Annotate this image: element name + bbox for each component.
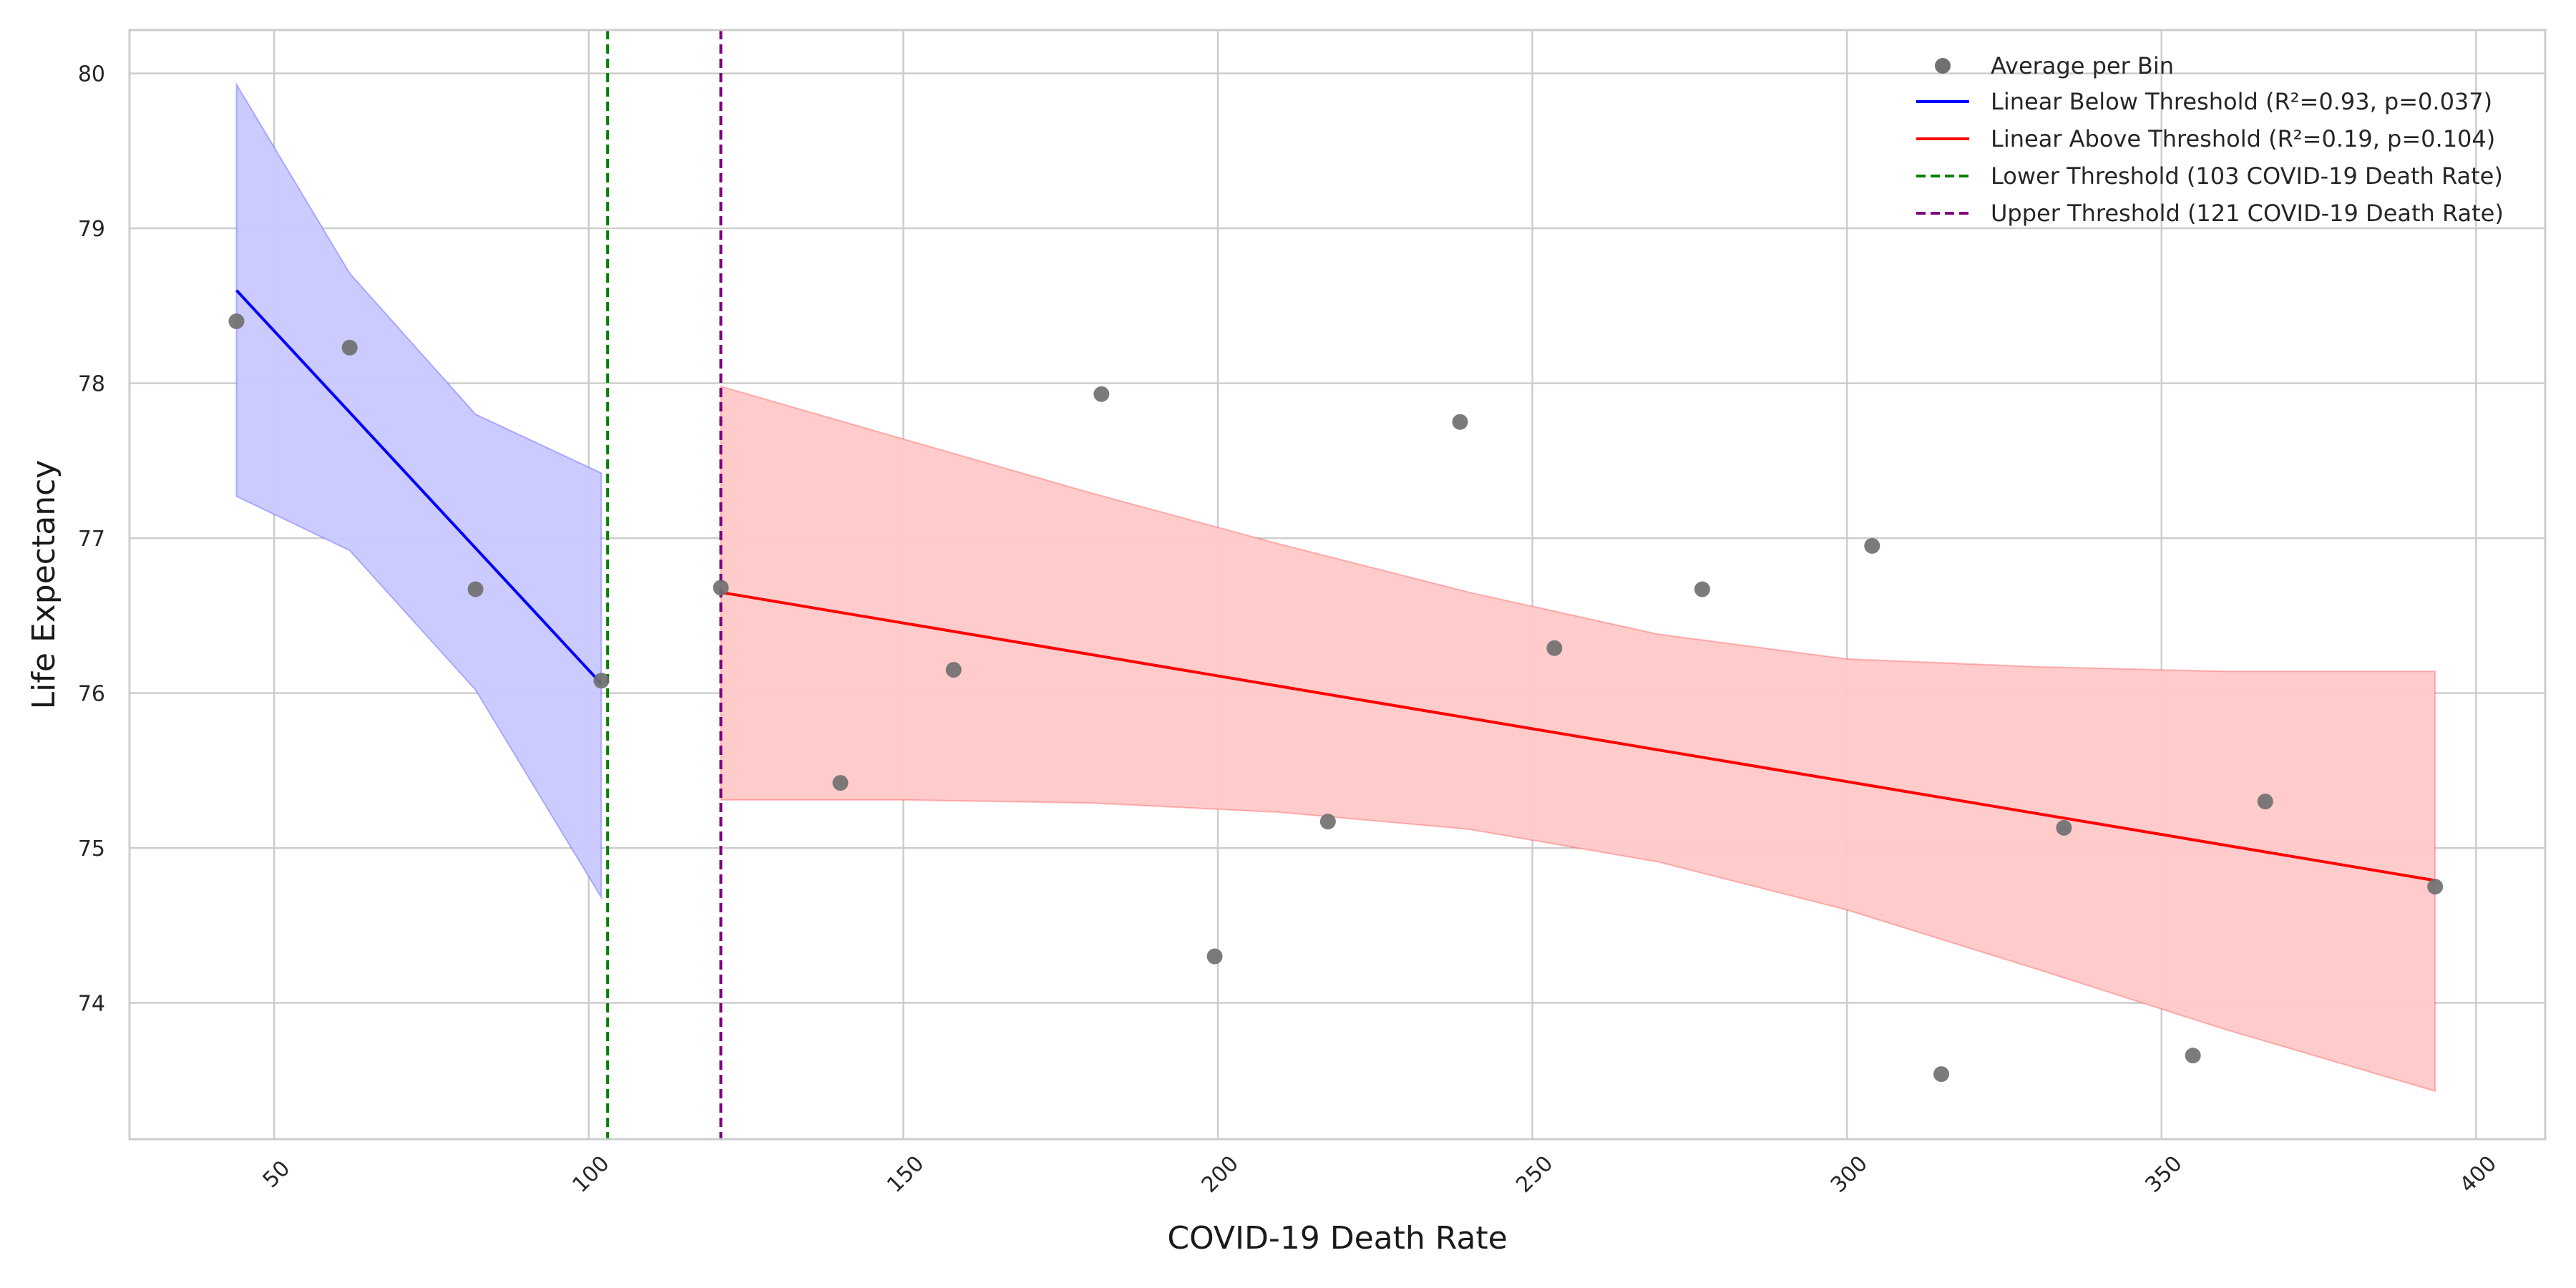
x-tick-label-350: 350: [2140, 1151, 2187, 1198]
y-axis-ticks: 74 75 76 77 78 79 80: [78, 62, 105, 1017]
scatter-points: [228, 313, 2444, 1083]
data-point: [2056, 819, 2072, 836]
y-tick-label-76: 76: [78, 682, 105, 707]
data-point: [2257, 794, 2273, 810]
y-axis-title: Life Expectancy: [26, 460, 62, 710]
x-axis-ticks: 50 100 150 200 250 300 350 400: [258, 1151, 2502, 1198]
data-point: [1933, 1066, 1949, 1083]
plot-frame: [128, 29, 2547, 1141]
legend: Average per Bin Linear Below Threshold (…: [1916, 52, 2504, 227]
y-tick-label-80: 80: [78, 62, 105, 87]
regression-line-below: [235, 289, 602, 685]
confidence-bands: [235, 82, 2436, 1093]
x-tick-label-50: 50: [258, 1156, 296, 1193]
data-point: [1546, 640, 1563, 656]
data-point: [832, 775, 849, 791]
data-point: [1864, 537, 1880, 554]
data-point: [1206, 948, 1223, 965]
x-tick-label-300: 300: [1826, 1151, 1873, 1198]
data-point: [1694, 581, 1710, 597]
data-point: [2185, 1048, 2201, 1064]
y-tick-label-78: 78: [78, 372, 105, 397]
y-tick-label-75: 75: [78, 836, 105, 862]
data-point: [945, 662, 962, 678]
regression-lines: [235, 289, 2436, 882]
data-point: [2427, 879, 2444, 895]
legend-marker-average-per-bin: [1935, 58, 1951, 74]
regression-line-above: [721, 590, 2436, 882]
legend-label-upper-threshold: Upper Threshold (121 COVID-19 Death Rate…: [1991, 200, 2504, 227]
legend-label-linear-above: Linear Above Threshold (R²=0.19, p=0.104…: [1991, 125, 2495, 152]
legend-label-average-per-bin: Average per Bin: [1991, 52, 2174, 79]
legend-label-linear-below: Linear Below Threshold (R²=0.93, p=0.037…: [1991, 88, 2492, 115]
data-point: [1452, 414, 1468, 430]
data-point: [341, 339, 358, 356]
threshold-lines: [606, 30, 723, 1139]
data-point: [228, 313, 245, 329]
x-tick-label-250: 250: [1511, 1151, 1558, 1198]
data-point: [467, 581, 484, 597]
confidence-band-above: [720, 385, 2436, 1093]
data-point: [593, 673, 610, 689]
y-tick-label-74: 74: [78, 991, 105, 1016]
legend-label-lower-threshold: Lower Threshold (103 COVID-19 Death Rate…: [1991, 162, 2503, 190]
data-point: [1093, 386, 1110, 402]
data-point: [1319, 814, 1336, 830]
x-tick-label-150: 150: [882, 1151, 929, 1198]
x-tick-label-100: 100: [567, 1151, 614, 1198]
data-point: [713, 580, 729, 596]
y-tick-label-77: 77: [78, 527, 105, 552]
x-tick-label-400: 400: [2455, 1151, 2502, 1198]
confidence-band-below: [235, 82, 602, 900]
x-tick-label-200: 200: [1197, 1151, 1244, 1198]
y-tick-label-79: 79: [78, 217, 105, 242]
x-axis-title: COVID-19 Death Rate: [1167, 1220, 1507, 1257]
